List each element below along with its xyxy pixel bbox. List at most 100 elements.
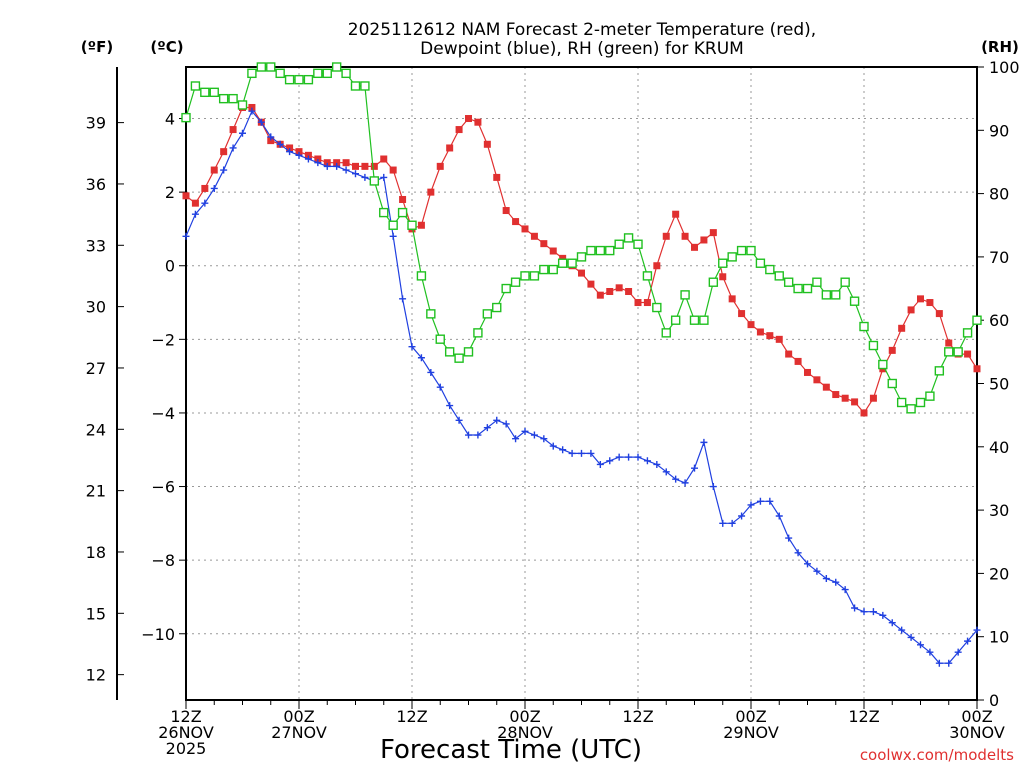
temperature-point (512, 218, 520, 226)
dewpoint-point (389, 232, 397, 240)
dewpoint-point (559, 446, 567, 454)
dewpoint-line (185, 110, 978, 664)
dewpoint-point (813, 567, 821, 575)
temperature-point (634, 299, 642, 307)
temperature-point (286, 144, 294, 152)
temperature-point (361, 162, 369, 170)
temperature-point (267, 137, 275, 145)
temperature-point (917, 295, 924, 303)
dewpoint-point (201, 199, 209, 207)
rh-point (727, 252, 737, 262)
dewpoint-point (427, 368, 435, 376)
dewpoint-point (455, 416, 463, 424)
rh-point (181, 112, 191, 123)
temperature-point (653, 262, 661, 270)
rh-point (200, 87, 210, 98)
dewpoint-point (502, 420, 510, 428)
temperature-point (521, 225, 529, 233)
temperature-point (201, 184, 209, 192)
temperature-point (465, 115, 472, 123)
temperature-point (841, 394, 849, 402)
temperature-point (615, 284, 623, 292)
rh-point (397, 207, 408, 218)
rh-point (934, 366, 945, 376)
temperature-point (427, 188, 435, 196)
rh-point (765, 264, 775, 275)
dewpoint-point (417, 354, 425, 362)
rh-tick-label: 30 (989, 501, 1009, 520)
temperature-point (606, 287, 614, 295)
temperature-point (210, 166, 218, 174)
dewpoint-point (662, 468, 670, 476)
rh-point (444, 347, 455, 357)
dewpoint-point (361, 173, 369, 181)
dewpoint-point (257, 118, 265, 126)
temperature-point (756, 328, 764, 336)
temperature-point (399, 195, 407, 203)
rh-tick-label: 0 (989, 691, 999, 710)
x-tick-label: 12Z (622, 707, 653, 726)
celsius-tick-label: −6 (151, 478, 175, 497)
x-tick-label: 26NOV (158, 723, 214, 742)
dewpoint-point (352, 170, 359, 178)
rh-tick-label: 90 (989, 121, 1009, 140)
temperature-point (822, 383, 830, 391)
temperature-point (540, 240, 548, 248)
rh-point (492, 302, 502, 313)
temperature-point (304, 151, 312, 159)
rh-point (426, 309, 436, 319)
dewpoint-point (446, 402, 454, 410)
temperature-point (709, 229, 717, 237)
dewpoint-point (342, 166, 350, 174)
rh-point (793, 283, 803, 294)
rh-point (190, 81, 201, 91)
rh-point (237, 100, 248, 110)
temperature-point (417, 221, 425, 229)
rh-point (379, 207, 389, 218)
rh-point (266, 62, 276, 72)
fahrenheit-tick-label: 36 (86, 175, 106, 194)
temperature-point (436, 162, 444, 170)
dewpoint-point (596, 460, 604, 468)
dewpoint-point (276, 140, 284, 148)
temperature-point (342, 159, 350, 167)
temperature-point (625, 287, 633, 295)
rh-point (652, 302, 662, 313)
celsius-tick-label: −4 (151, 404, 175, 423)
rh-tick-label: 40 (989, 438, 1009, 457)
rh-point (303, 74, 314, 85)
temperature-point (794, 357, 802, 365)
temperature-point (474, 118, 482, 126)
dewpoint-point (888, 619, 896, 627)
rh-point (623, 233, 634, 243)
rh-point (256, 62, 267, 72)
dewpoint-point (954, 648, 962, 656)
dewpoint-point (804, 560, 811, 568)
rh-tick-label: 50 (989, 375, 1009, 394)
dewpoint-point (869, 608, 877, 616)
rh-point (878, 359, 888, 370)
rh-point (746, 245, 756, 256)
temperature-point (643, 299, 651, 307)
temperature-point (973, 365, 981, 373)
rh-tick-label: 80 (989, 185, 1009, 204)
rh-point (275, 68, 285, 79)
rh-point (350, 81, 361, 91)
dewpoint-point (728, 519, 736, 527)
dewpoint-point (530, 431, 538, 439)
rh-tick-label: 100 (989, 58, 1020, 77)
rh-point (595, 245, 606, 256)
rh-point (539, 264, 549, 275)
dewpoint-point (832, 578, 840, 586)
dewpoint-point (964, 637, 972, 645)
dewpoint-point (578, 449, 585, 457)
dewpoint-point (220, 166, 228, 174)
rh-point (633, 239, 643, 249)
rh-point (218, 93, 229, 104)
rh-point (313, 68, 323, 79)
x-tick-label: 12Z (848, 707, 879, 726)
temperature-point (314, 155, 322, 163)
rh-point (501, 283, 511, 294)
temperature-point (860, 409, 868, 417)
rh-point (708, 277, 719, 287)
